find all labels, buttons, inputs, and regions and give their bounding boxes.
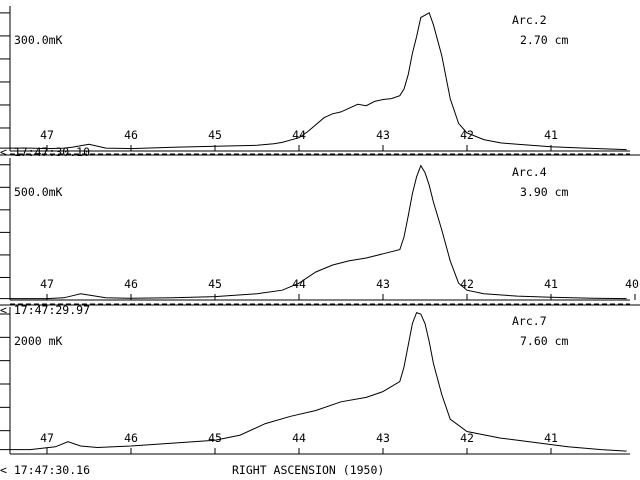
x-tick-label: 40 [625,277,639,291]
panel-1: 47 46 45 44 43 42 41 300.0mK Arc.2 2.70 cm < 17:47… [0,6,640,159]
x-tick-label: 45 [208,431,222,445]
x-tick-label: 47 [40,128,54,142]
x-tick-label: 41 [544,277,558,291]
wavelength-label: 3.90 cm [520,185,569,199]
x-tick-label: 44 [292,128,306,142]
x-tick-label: 47 [40,431,54,445]
x-tick-label: 43 [376,431,390,445]
x-tick-label: 41 [544,128,558,142]
x-tick-label: 45 [208,277,222,291]
x-tick-label: 43 [376,128,390,142]
data-trace [0,311,627,452]
x-tick-label: 46 [124,431,138,445]
scale-label: 300.0mK [14,33,63,47]
x-tick-label: 42 [460,128,474,142]
time-label: < 17:47:30.16 [0,463,90,477]
x-tick-label: 43 [376,277,390,291]
x-tick-label: 45 [208,128,222,142]
data-trace [0,12,627,151]
arc-label: Arc.2 [512,13,547,27]
wavelength-label: 7.60 cm [520,334,569,348]
time-label: < 17:47:29.97 [0,303,90,317]
x-tick-label: 42 [460,431,474,445]
scale-label: 500.0mK [14,185,63,199]
x-tick-label: 42 [460,277,474,291]
time-label: < 17:47:30.10 [0,145,90,159]
arc-label: Arc.4 [512,165,547,179]
panel-2: 47 46 45 44 43 42 41 40 500.0mK Arc.4 3.90 cm < 17:… [0,158,640,317]
x-tick-label: 46 [124,128,138,142]
scale-label: 2000 mK [14,334,63,348]
x-tick-label: 44 [292,277,306,291]
data-trace [0,164,627,300]
x-tick-label: 46 [124,277,138,291]
wavelength-label: 2.70 cm [520,33,569,47]
x-tick-label: 47 [40,277,54,291]
x-tick-label: 41 [544,431,558,445]
x-tick-label: 44 [292,431,306,445]
panel-3: 47 46 45 44 43 42 41 2000 mK Arc.7 7.60 cm < 17:47… [0,307,630,477]
arc-label: Arc.7 [512,314,547,328]
x-axis-label: RIGHT ASCENSION (1950) [232,463,384,477]
